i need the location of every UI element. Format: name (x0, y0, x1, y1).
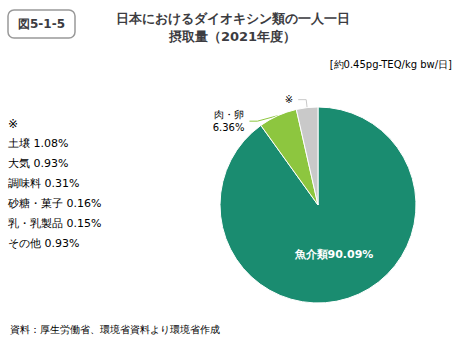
svg-text:乳・乳製品 0.15%: 乳・乳製品 0.15% (8, 217, 101, 230)
svg-text:※: ※ (8, 117, 18, 131)
svg-text:土壌 1.08%: 土壌 1.08% (8, 137, 68, 150)
svg-text:[約0.45pg-TEQ/kg bw/日]: [約0.45pg-TEQ/kg bw/日] (330, 59, 452, 70)
svg-text:※: ※ (285, 94, 293, 105)
svg-text:肉・卵: 肉・卵 (214, 109, 244, 120)
svg-text:6.36%: 6.36% (213, 122, 245, 133)
svg-text:資料：厚生労働省、環境省資料より環境省作成: 資料：厚生労働省、環境省資料より環境省作成 (10, 324, 220, 335)
svg-text:砂糖・菓子 0.16%: 砂糖・菓子 0.16% (7, 197, 101, 210)
svg-text:大気 0.93%: 大気 0.93% (8, 157, 68, 170)
svg-text:図5-1-5: 図5-1-5 (18, 17, 65, 31)
svg-text:魚介類90.09%: 魚介類90.09% (294, 248, 374, 261)
svg-text:摂取量（2021年度）: 摂取量（2021年度） (168, 29, 296, 44)
svg-text:調味料 0.31%: 調味料 0.31% (8, 177, 79, 190)
svg-text:日本におけるダイオキシン類の一人一日: 日本におけるダイオキシン類の一人一日 (116, 11, 350, 26)
svg-text:その他 0.93%: その他 0.93% (8, 237, 79, 250)
